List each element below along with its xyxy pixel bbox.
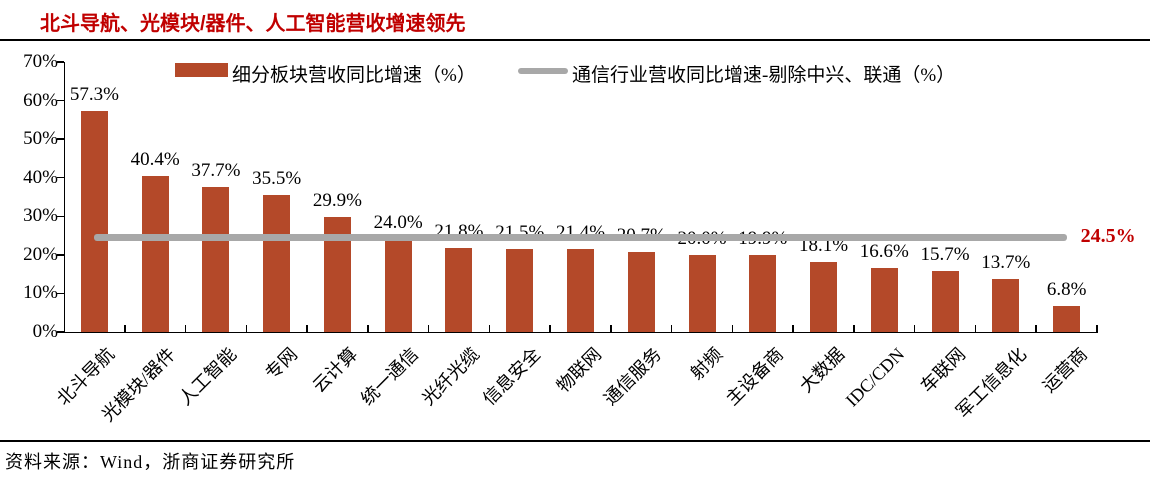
bar-value-label: 24.0% [373, 212, 423, 234]
x-axis-category-label: 车联网 [916, 344, 970, 397]
bar-value-label: 35.5% [252, 168, 302, 190]
legend-line-label: 通信行业营收同比增速-剔除中兴、联通（%） [572, 65, 956, 86]
bar [141, 176, 169, 332]
x-axis-tick-mark [367, 325, 369, 332]
title-divider [0, 39, 1150, 41]
x-axis-category-label: 射频 [686, 344, 727, 384]
x-axis-tick-mark [610, 325, 612, 332]
y-axis-tick-label: 30% [23, 205, 58, 227]
chart-title: 北斗导航、光模块/器件、人工智能营收增速领先 [40, 13, 466, 35]
bar-value-label: 6.8% [1046, 278, 1087, 300]
x-axis-tick-mark [427, 325, 430, 332]
bar-value-label: 37.7% [191, 159, 241, 181]
source-note: 资料来源：Wind，浙商证券研究所 [5, 452, 296, 472]
legend-bar-label: 细分板块营收同比增速（%） [232, 65, 476, 86]
bar-value-label: 57.3% [69, 83, 119, 105]
plot-area [64, 62, 1098, 333]
bar-value-label: 16.6% [859, 240, 909, 262]
bar [810, 262, 838, 332]
y-axis-tick-mark [57, 331, 64, 333]
x-axis-tick-mark [670, 325, 673, 332]
bar [80, 110, 108, 332]
line-value-label: 24.5% [1080, 224, 1136, 247]
bar [931, 271, 959, 332]
x-axis-tick-mark [245, 325, 248, 332]
y-axis-tick-mark [57, 215, 64, 218]
source-divider [0, 440, 1150, 442]
x-axis-category-label: 统一通信 [357, 344, 423, 410]
x-axis-tick-mark [792, 325, 794, 332]
bar [688, 254, 716, 332]
bar-value-label: 13.7% [981, 252, 1031, 274]
y-axis-tick-mark [57, 138, 64, 140]
y-axis-tick-label: 40% [23, 166, 58, 188]
bar [870, 267, 898, 332]
x-axis-category-label: IDC/CDN [841, 344, 909, 411]
y-axis-tick-label: 50% [23, 128, 58, 150]
x-axis-tick-mark [124, 325, 126, 332]
x-axis-tick-mark [549, 325, 551, 332]
bar-value-label: 40.4% [130, 149, 180, 171]
x-axis-tick-mark [913, 325, 916, 332]
x-axis-category-label: 通信服务 [600, 344, 666, 410]
y-axis-tick-mark [57, 176, 64, 179]
y-axis-tick-mark [57, 292, 64, 295]
x-axis-tick-mark [306, 325, 308, 332]
y-axis-tick-mark [57, 254, 64, 256]
bar [263, 195, 291, 332]
x-axis-tick-mark [184, 325, 187, 332]
bar [445, 247, 473, 332]
x-axis-category-label: 主设备商 [721, 344, 787, 410]
x-axis-category-label: 光纤光缆 [418, 344, 484, 410]
x-axis-tick-mark [853, 325, 855, 332]
y-axis-tick-label: 20% [23, 243, 58, 265]
legend-bar-swatch [175, 63, 228, 77]
bar [1053, 305, 1081, 332]
x-axis-category-label: 信息安全 [478, 344, 544, 410]
bar [749, 255, 777, 332]
x-axis-category-label: 运营商 [1038, 344, 1091, 397]
y-axis-tick-label: 10% [23, 282, 58, 304]
x-axis-category-label: 军工信息化 [952, 344, 1030, 422]
x-axis-tick-mark [1096, 325, 1098, 332]
y-axis-tick-label: 70% [23, 51, 58, 72]
bar [384, 239, 412, 332]
bar [627, 252, 655, 332]
x-axis-tick-mark [488, 325, 491, 332]
y-axis-tick-mark [57, 61, 64, 63]
y-axis-tick-label: 0% [32, 321, 58, 342]
y-axis-tick-mark [57, 99, 64, 102]
bar [202, 186, 230, 332]
x-axis-tick-mark [974, 325, 977, 332]
bar [992, 279, 1020, 332]
bar [506, 249, 534, 332]
x-axis-tick-mark [1035, 325, 1037, 332]
legend-line-swatch [518, 68, 568, 74]
x-axis-tick-mark [731, 325, 734, 332]
industry-average-line [94, 234, 1067, 241]
bar-value-label: 29.9% [312, 189, 362, 211]
bar [567, 249, 594, 332]
bar-value-label: 15.7% [920, 244, 970, 266]
y-axis-tick-label: 60% [23, 89, 58, 111]
